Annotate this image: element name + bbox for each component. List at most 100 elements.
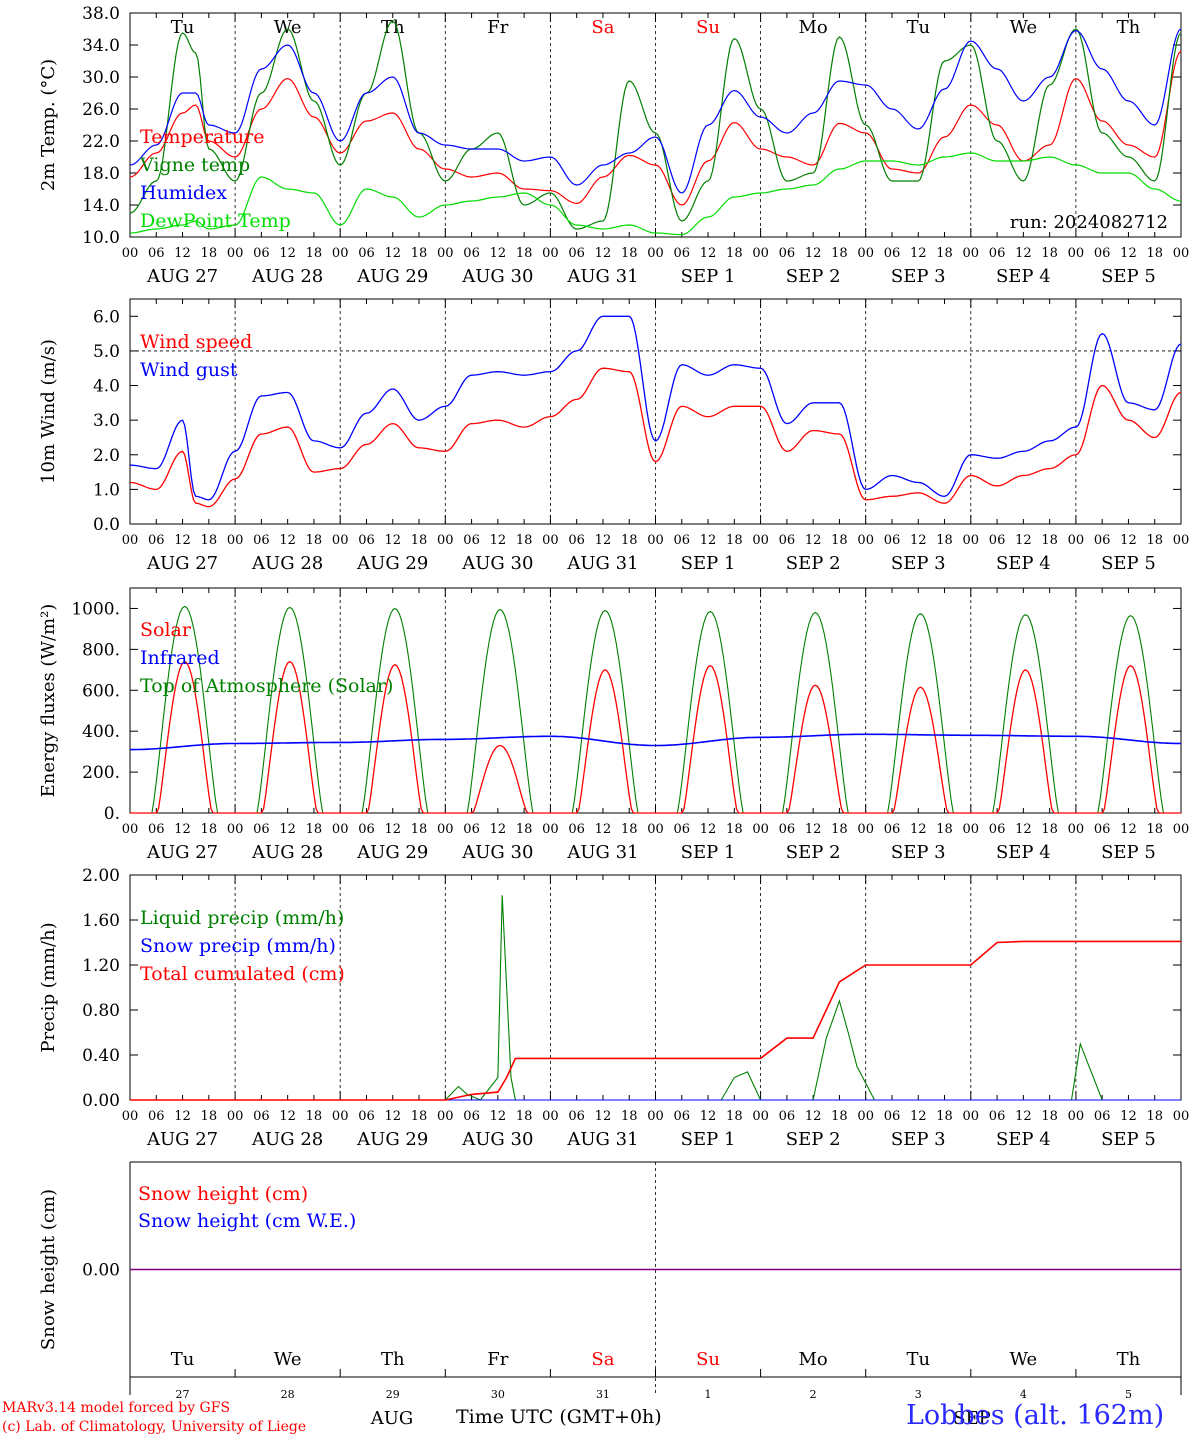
date-label: AUG 31 [566,1129,638,1150]
y-tick-label: 10.0 [82,228,120,248]
date-label: SEP 4 [996,553,1051,574]
date-label: SEP 2 [786,266,841,287]
hour-tick-label: 18 [411,822,428,837]
legend-solar: Solar [140,619,192,641]
day-number: 4 [1020,1388,1027,1401]
hour-tick-label: 12 [384,246,401,261]
hour-tick-label: 00 [122,246,139,261]
date-label: AUG 29 [356,553,428,574]
hour-tick-label: 06 [253,1109,270,1124]
y-tick-label: 34.0 [82,36,120,56]
series-infrared [130,733,1182,751]
hour-tick-label: 06 [884,246,901,261]
hour-tick-label: 00 [857,246,874,261]
hour-tick-label: 06 [253,246,270,261]
hour-tick-label: 18 [201,1109,218,1124]
hour-tick-label: 12 [595,822,612,837]
panel-frame-2 [129,587,1182,814]
hour-tick-label: 12 [805,533,822,548]
hour-tick-label: 06 [989,533,1006,548]
hour-tick-label: 00 [963,246,980,261]
hour-tick-label: 18 [516,1109,533,1124]
hour-tick-label: 00 [437,1109,454,1124]
date-label: AUG 28 [251,553,323,574]
hour-tick-label: 00 [963,1109,980,1124]
hour-tick-label: 00 [1173,533,1190,548]
hour-tick-label: 18 [306,1109,323,1124]
hour-tick-label: 18 [1041,1109,1058,1124]
hour-tick-label: 06 [674,533,691,548]
date-label: SEP 5 [1101,842,1156,863]
hour-tick-label: 12 [384,533,401,548]
hour-tick-label: 06 [884,822,901,837]
day-number: 2 [810,1388,817,1401]
y-tick-label: 1000. [71,599,120,619]
date-label: AUG 28 [251,266,323,287]
hour-tick-label: 06 [884,1109,901,1124]
y-tick-label: 26.0 [82,100,120,120]
weekday-label: Tu [171,17,195,38]
hour-tick-label: 12 [490,533,507,548]
day-number: 30 [491,1388,505,1401]
date-label: SEP 5 [1101,266,1156,287]
hour-tick-label: 06 [568,822,585,837]
hour-tick-label: 12 [1015,1109,1032,1124]
weekday-label-bottom: Th [1117,1349,1141,1370]
y-tick-label: 18.0 [82,164,120,184]
hour-tick-label: 06 [358,1109,375,1124]
panel-frame-1 [129,298,1182,525]
hour-tick-label: 12 [1015,246,1032,261]
series-wind-gust [130,315,1182,501]
hour-tick-label: 18 [936,1109,953,1124]
legend-top-of-atmosphere-solar-: Top of Atmosphere (Solar) [140,675,393,697]
hour-tick-label: 18 [1146,246,1163,261]
legend-humidex: Humidex [140,182,227,204]
hour-tick-label: 12 [595,1109,612,1124]
hour-tick-label: 06 [1094,246,1111,261]
hour-tick-label: 06 [463,246,480,261]
hour-tick-label: 06 [779,246,796,261]
weekday-label-bottom: Tu [171,1349,195,1370]
date-label: SEP 2 [786,842,841,863]
hour-tick-label: 00 [437,533,454,548]
hour-tick-label: 06 [463,1109,480,1124]
weekday-label-bottom: We [274,1349,302,1370]
date-label: SEP 3 [891,1129,946,1150]
hour-tick-label: 18 [831,246,848,261]
date-label: AUG 29 [356,1129,428,1150]
weekday-label-bottom: Th [381,1349,405,1370]
hour-tick-label: 18 [621,822,638,837]
series-humidex [129,28,1182,194]
date-label: AUG 29 [356,266,428,287]
y-tick-label: 1.0 [93,480,120,500]
hour-tick-label: 06 [989,822,1006,837]
hour-tick-label: 18 [516,533,533,548]
hour-tick-label: 06 [779,533,796,548]
weekday-label: We [274,17,302,38]
y-tick-label: 1.60 [82,911,120,931]
date-label: SEP 1 [681,842,736,863]
hour-tick-label: 18 [411,1109,428,1124]
y-tick-label: 2.00 [82,866,120,886]
hour-tick-label: 12 [384,822,401,837]
hour-tick-label: 18 [726,822,743,837]
weekday-label-bottom: Su [696,1349,720,1370]
y-tick-label: 400. [82,722,120,742]
hour-tick-label: 00 [227,822,244,837]
weekday-label-bottom: Fr [487,1349,508,1370]
hour-tick-label: 00 [227,1109,244,1124]
y-tick-label: 38.0 [82,4,120,24]
y-axis-title-4: Snow height (cm) [38,1189,59,1350]
y-tick-label: 0.40 [82,1046,120,1066]
hour-tick-label: 12 [174,1109,191,1124]
hour-tick-label: 12 [1015,822,1032,837]
date-label: SEP 1 [681,553,736,574]
hour-tick-label: 12 [490,246,507,261]
y-tick-label: 0. [104,804,120,824]
hour-tick-label: 06 [148,1109,165,1124]
hour-tick-label: 18 [1041,246,1058,261]
weekday-label-bottom: Sa [591,1349,614,1370]
y-tick-label: 2.0 [93,446,120,466]
hour-tick-label: 00 [1173,246,1190,261]
